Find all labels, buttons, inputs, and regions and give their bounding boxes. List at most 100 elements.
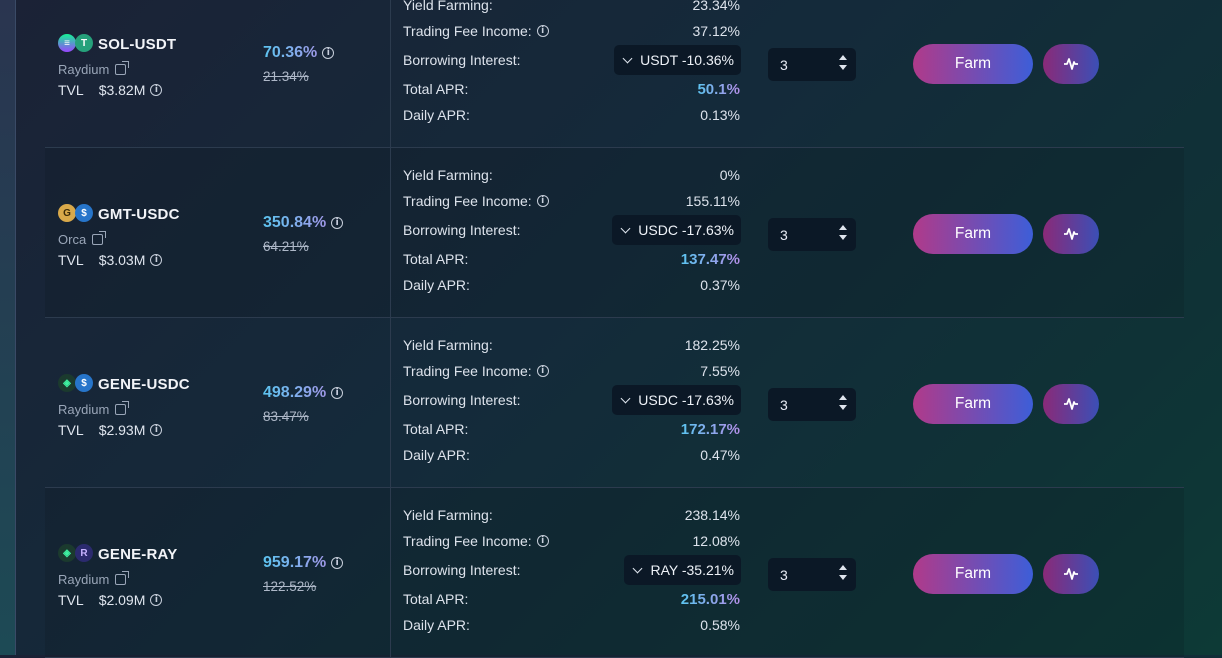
apr-breakdown: Yield Farming: 23.34% Trading Fee Income… [403, 0, 741, 128]
leverage-stepper[interactable]: 3 [768, 218, 856, 251]
arrow-down-icon[interactable] [839, 65, 847, 70]
apr-breakdown: Yield Farming: 182.25% Trading Fee Incom… [403, 332, 741, 468]
tvl-label: TVL [58, 592, 84, 608]
info-icon[interactable]: i [150, 84, 163, 96]
spinner-arrows[interactable] [839, 55, 847, 70]
leverage-stepper[interactable]: 3 [768, 388, 856, 421]
arrow-up-icon[interactable] [839, 565, 847, 570]
dex-name: Orca [58, 232, 87, 247]
external-link-icon[interactable] [115, 61, 130, 75]
arrow-down-icon[interactable] [839, 405, 847, 410]
apy-value: 350.84% i [263, 214, 344, 232]
tvl-label: TVL [58, 422, 84, 438]
yield-farming-value: 0% [719, 167, 740, 183]
dex-link[interactable]: Raydium [58, 61, 130, 77]
tvl-value: $3.82M [98, 82, 146, 98]
apy-text: 350.84% [263, 214, 327, 231]
usdc-token-icon: $ [75, 204, 93, 222]
chart-button[interactable] [1043, 554, 1099, 594]
sol-token-icon: ≡ [58, 34, 76, 52]
info-icon[interactable]: i [331, 557, 344, 569]
apy-text: 70.36% [263, 44, 318, 61]
yield-farming-line: Yield Farming: 23.34% [403, 0, 740, 18]
activity-icon [1064, 398, 1078, 410]
chevron-down-icon [620, 393, 631, 403]
dex-link[interactable]: Raydium [58, 571, 130, 587]
tvl-value: $2.09M [98, 592, 146, 608]
borrowing-label: Borrowing Interest: [403, 222, 521, 238]
apr-breakdown: Yield Farming: 0% Trading Fee Income: i … [403, 162, 741, 298]
table-row: G $ GMT-USDC Orca TVL $3.03M i 350.84% i… [45, 148, 1184, 318]
trading-fee-label: Trading Fee Income: [403, 23, 532, 39]
total-apr-label: Total APR: [403, 81, 469, 97]
token-pair-icons: ◈ R [58, 544, 94, 564]
yield-farming-value: 182.25% [684, 337, 740, 353]
trading-fee-label: Trading Fee Income: [403, 193, 532, 209]
activity-icon [1064, 228, 1078, 240]
usdc-token-icon: $ [75, 374, 93, 392]
chart-button[interactable] [1043, 44, 1099, 84]
gene-token-icon: ◈ [58, 544, 76, 562]
borrowing-line: Borrowing Interest: USDC -17.63% [403, 384, 741, 416]
chart-button[interactable] [1043, 384, 1099, 424]
borrow-token-select[interactable]: USDC -17.63% [612, 385, 741, 415]
farm-button[interactable]: Farm [913, 384, 1033, 424]
apy-old-value: 21.34% [263, 69, 309, 84]
info-icon[interactable]: i [322, 47, 335, 59]
info-icon[interactable]: i [536, 25, 549, 37]
spinner-arrows[interactable] [839, 225, 847, 240]
column-divider [390, 488, 391, 657]
leverage-stepper[interactable]: 3 [768, 48, 856, 81]
trading-fee-value: 7.55% [700, 363, 740, 379]
yield-farming-line: Yield Farming: 182.25% [403, 332, 740, 358]
tvl: TVL $2.09M i [58, 592, 163, 608]
arrow-up-icon[interactable] [839, 395, 847, 400]
trading-fee-line: Trading Fee Income: i 12.08% [403, 528, 740, 554]
info-icon[interactable]: i [150, 594, 163, 606]
total-apr-label: Total APR: [403, 591, 469, 607]
trading-fee-line: Trading Fee Income: i 7.55% [403, 358, 740, 384]
dex-link[interactable]: Raydium [58, 401, 130, 417]
info-icon[interactable]: i [331, 217, 344, 229]
column-divider [390, 318, 391, 487]
arrow-down-icon[interactable] [839, 575, 847, 580]
total-apr-line: Total APR: 50.1% [403, 76, 740, 102]
total-apr-value: 215.01% [680, 590, 740, 608]
farm-button[interactable]: Farm [913, 214, 1033, 254]
apy-old-value: 122.52% [263, 579, 317, 594]
usdt-token-icon: T [75, 34, 93, 52]
gene-token-icon: ◈ [58, 374, 76, 392]
external-link-icon[interactable] [115, 571, 130, 585]
spinner-arrows[interactable] [839, 395, 847, 410]
arrow-down-icon[interactable] [839, 235, 847, 240]
borrow-token-select[interactable]: USDC -17.63% [612, 215, 741, 245]
info-icon[interactable]: i [536, 365, 549, 377]
info-icon[interactable]: i [331, 387, 344, 399]
chart-button[interactable] [1043, 214, 1099, 254]
dex-link[interactable]: Orca [58, 231, 107, 247]
info-icon[interactable]: i [536, 535, 549, 547]
yield-farming-label: Yield Farming: [403, 0, 493, 13]
leverage-stepper[interactable]: 3 [768, 558, 856, 591]
dex-name: Raydium [58, 62, 110, 77]
info-icon[interactable]: i [536, 195, 549, 207]
farm-button[interactable]: Farm [913, 44, 1033, 84]
total-apr-label: Total APR: [403, 251, 469, 267]
column-divider [390, 0, 391, 147]
info-icon[interactable]: i [150, 254, 163, 266]
leverage-value: 3 [780, 56, 788, 73]
external-link-icon[interactable] [115, 401, 130, 415]
yield-farming-value: 238.14% [684, 507, 740, 523]
pair-name: SOL-USDT [98, 35, 177, 53]
external-link-icon[interactable] [92, 231, 107, 245]
borrow-token-select[interactable]: USDT -10.36% [614, 45, 741, 75]
arrow-up-icon[interactable] [839, 55, 847, 60]
borrow-token-select[interactable]: RAY -35.21% [624, 555, 741, 585]
arrow-up-icon[interactable] [839, 225, 847, 230]
spinner-arrows[interactable] [839, 565, 847, 580]
farm-button[interactable]: Farm [913, 554, 1033, 594]
gmt-token-icon: G [58, 204, 76, 222]
chevron-down-icon [620, 223, 631, 233]
borrow-token-value: RAY -35.21% [650, 562, 734, 578]
info-icon[interactable]: i [150, 424, 163, 436]
